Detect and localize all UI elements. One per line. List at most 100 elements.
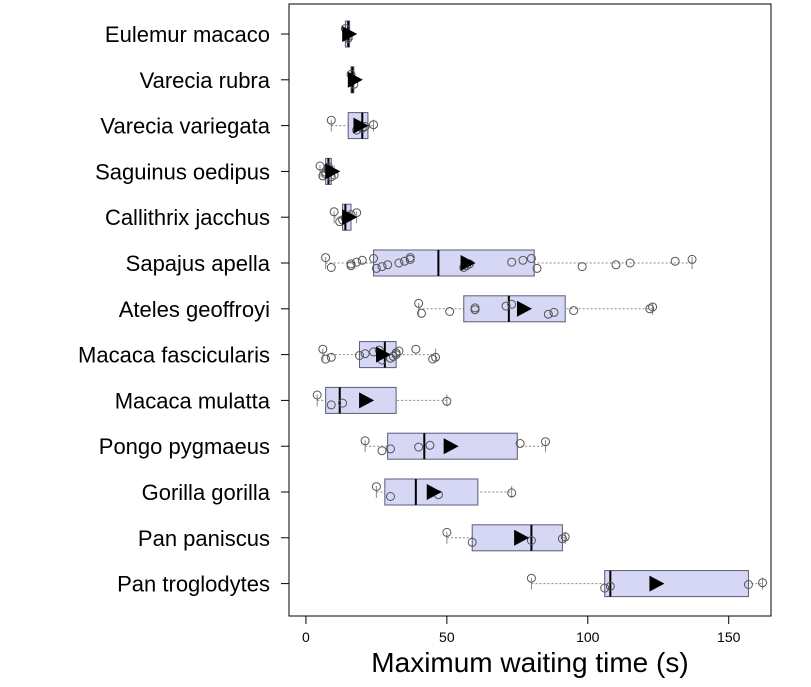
- data-point: [405, 253, 415, 263]
- data-point: [541, 437, 551, 447]
- data-point: [442, 396, 452, 406]
- data-point: [687, 254, 697, 264]
- plot-frame: [288, 3, 772, 617]
- data-point: [470, 303, 480, 313]
- data-point: [321, 253, 331, 263]
- data-point: [526, 254, 536, 263]
- data-point: [385, 492, 395, 501]
- species-row: [318, 341, 441, 369]
- box-iqr: [604, 570, 749, 598]
- mean-marker: [426, 484, 442, 500]
- species-label: Pan troglodytes: [117, 572, 270, 597]
- species-row: [340, 20, 358, 48]
- species-row: [346, 66, 363, 94]
- data-point: [346, 259, 356, 269]
- data-point: [743, 580, 753, 589]
- data-point: [648, 302, 658, 312]
- species-row: [360, 432, 551, 460]
- data-point: [326, 352, 336, 362]
- species-label: Varecia variegata: [100, 114, 270, 139]
- data-point: [312, 390, 322, 400]
- species-label: Pongo pygmaeus: [99, 434, 270, 459]
- species-row: [315, 157, 341, 185]
- data-point: [431, 352, 441, 362]
- x-tick-label: 100: [576, 629, 600, 645]
- data-point: [411, 344, 421, 354]
- data-point: [605, 581, 615, 591]
- species-label: Macaca mulatta: [115, 388, 271, 413]
- species-row: [371, 478, 517, 506]
- x-axis-title: Maximum waiting time (s): [371, 647, 688, 678]
- data-point: [416, 308, 426, 318]
- data-point: [360, 436, 370, 446]
- species-label: Gorilla gorilla: [142, 480, 271, 505]
- mean-marker: [376, 346, 392, 363]
- data-point: [625, 258, 635, 268]
- species-row: [329, 203, 362, 231]
- y-axis: Eulemur macaco Varecia rubra Varecia varie…: [78, 22, 289, 597]
- data-point: [758, 578, 768, 588]
- data-point: [670, 256, 680, 266]
- species-label: Saguinus oedipus: [95, 159, 270, 184]
- data-point: [338, 398, 348, 408]
- box-iqr: [463, 295, 566, 323]
- species-label: Varecia rubra: [140, 68, 271, 93]
- species-label: Pan paniscus: [138, 526, 270, 551]
- species-label: Eulemur macaco: [105, 22, 270, 47]
- species-row: [526, 570, 768, 598]
- data-point: [600, 583, 610, 593]
- mean-marker: [649, 575, 665, 592]
- data-point: [425, 440, 435, 450]
- mean-marker: [342, 209, 358, 226]
- plot-marks: [312, 20, 768, 598]
- species-row: [442, 524, 570, 552]
- data-point: [377, 262, 387, 272]
- data-point: [507, 257, 517, 267]
- data-point: [326, 400, 336, 410]
- mean-marker: [353, 117, 369, 134]
- species-label: Macaca fascicularis: [78, 343, 270, 368]
- x-tick-label: 150: [717, 629, 741, 645]
- data-point: [352, 257, 362, 267]
- box-iqr: [373, 249, 535, 277]
- data-point: [507, 488, 517, 498]
- data-point: [360, 349, 370, 359]
- data-point: [549, 307, 559, 317]
- data-point: [414, 442, 424, 452]
- data-point: [543, 309, 553, 319]
- data-point: [557, 534, 567, 544]
- data-point: [442, 527, 452, 537]
- data-point: [560, 532, 570, 542]
- species-row: [414, 295, 658, 323]
- x-tick-label: 0: [302, 629, 310, 645]
- x-tick-label: 50: [439, 629, 455, 645]
- data-point: [518, 255, 528, 265]
- mean-marker: [443, 438, 459, 455]
- species-label: Ateles geoffroyi: [119, 297, 270, 322]
- data-point: [318, 344, 328, 354]
- data-point: [577, 262, 587, 272]
- data-point: [369, 120, 379, 130]
- data-point: [414, 298, 424, 308]
- mean-marker: [342, 26, 358, 42]
- data-point: [394, 258, 404, 268]
- species-row: [321, 249, 697, 277]
- data-point: [369, 254, 379, 263]
- species-label: Sapajus apella: [126, 251, 271, 276]
- data-point: [371, 482, 381, 492]
- data-point: [329, 207, 339, 217]
- species-row: [326, 112, 379, 140]
- data-point: [501, 301, 511, 311]
- data-point: [352, 208, 362, 218]
- mean-marker: [514, 529, 530, 546]
- species-label: Callithrix jacchus: [105, 205, 270, 230]
- data-point: [611, 260, 621, 270]
- data-point: [385, 444, 395, 454]
- data-point: [326, 115, 336, 125]
- data-point: [391, 348, 401, 358]
- data-point: [383, 260, 393, 270]
- data-point: [532, 263, 542, 273]
- data-point: [526, 573, 536, 583]
- data-point: [377, 446, 387, 456]
